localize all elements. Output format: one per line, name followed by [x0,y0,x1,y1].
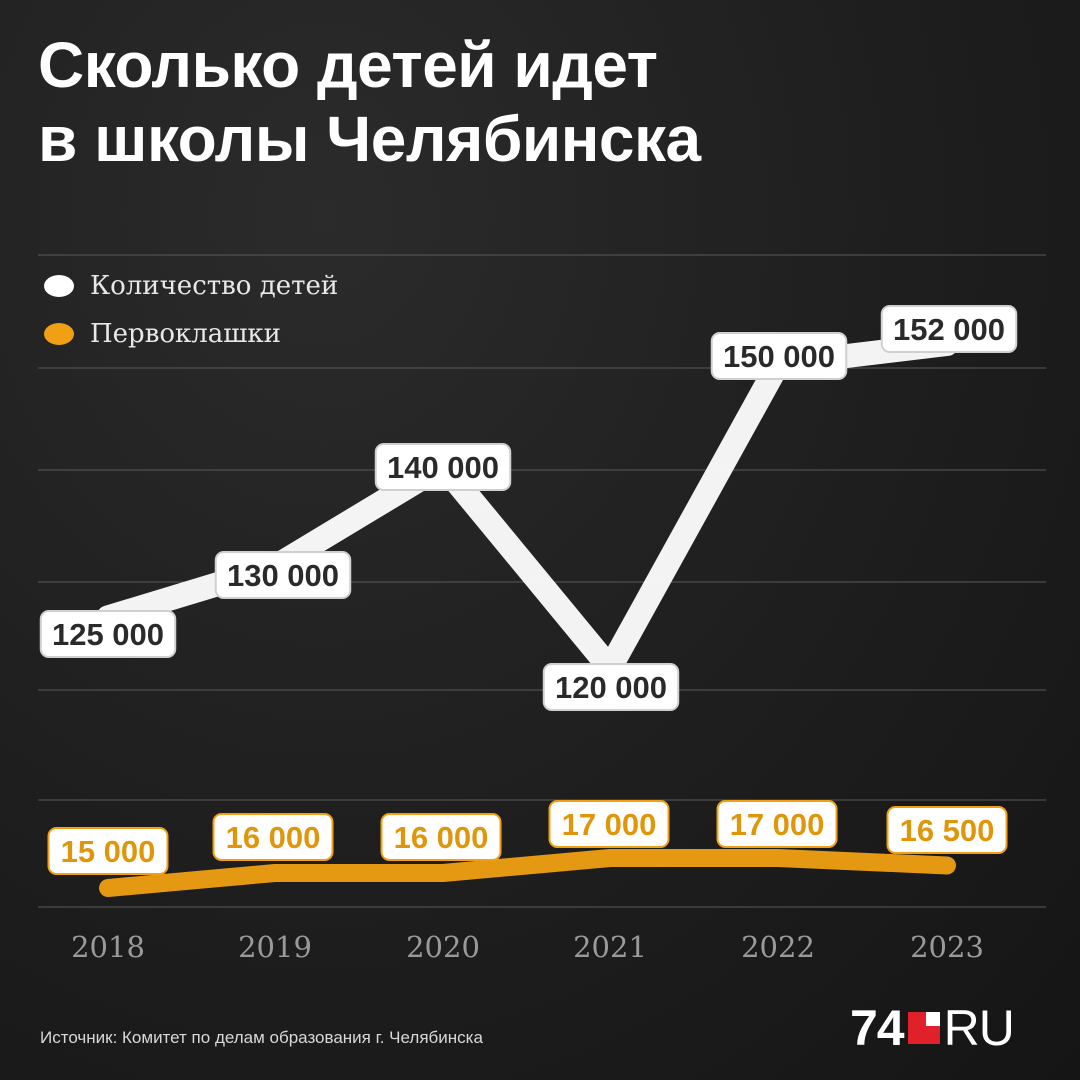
data-label-firstgraders: 17 000 [716,800,838,848]
data-label-firstgraders-box [380,813,502,861]
data-labels: 125 000 130 000 140 000 120 000 150 000 152 0… [39,305,1018,875]
x-axis-ticks: 2018 2019 2020 2021 2022 2023 [71,930,984,964]
data-label-firstgraders-text: 16 000 [226,820,321,855]
x-tick-label: 2019 [238,930,312,964]
data-label-total-box [880,305,1018,353]
data-label-total-text: 125 000 [52,617,164,652]
data-label-firstgraders-text: 15 000 [61,834,156,869]
source-note: Источник: Комитет по делам образования г… [40,1028,483,1047]
data-label-total-box [39,610,177,658]
data-label-firstgraders-box [47,827,169,875]
x-tick-label: 2021 [573,930,647,964]
legend-item-firstgraders: Первоклашки [44,310,338,358]
data-label-firstgraders-text: 16 500 [900,813,995,848]
data-label-firstgraders: 16 000 [380,813,502,861]
data-label-total: 152 000 [880,305,1018,353]
data-label-total-box [542,663,680,711]
data-label-total-box [374,443,512,491]
data-label-firstgraders: 17 000 [548,800,670,848]
logo-suffix: RU [943,1000,1015,1056]
series-line-total [96,332,959,680]
logo-74ru: 74 RU [850,1000,1015,1056]
x-tick-label: 2022 [741,930,815,964]
data-label-firstgraders-text: 16 000 [394,820,489,855]
chart-title: Сколько детей идет в школы Челябинска [38,28,1038,176]
legend-label-firstgraders: Первоклашки [90,319,282,349]
legend-swatch-total [44,275,74,297]
data-label-firstgraders: 16 500 [886,806,1008,854]
data-label-total-text: 150 000 [723,339,835,374]
data-label-total-box [710,332,848,380]
data-label-total-text: 152 000 [893,312,1005,347]
data-label-total-box [214,551,352,599]
data-label-firstgraders-box [548,800,670,848]
data-label-firstgraders-text: 17 000 [562,807,657,842]
data-label-total: 125 000 [39,610,177,658]
data-label-total-text: 130 000 [227,558,339,593]
data-label-total: 150 000 [710,332,848,380]
data-label-total-text: 120 000 [555,670,667,705]
legend-label-total: Количество детей [90,271,339,301]
logo-mark-icon [907,1012,940,1044]
data-label-total-text: 140 000 [387,450,499,485]
title-line-1: Сколько детей идет [38,29,658,101]
data-label-firstgraders-box [886,806,1008,854]
title-line-2: в школы Челябинска [38,103,701,175]
logo-number: 74 [850,1000,905,1056]
data-label-total: 130 000 [214,551,352,599]
legend-item-total: Количество детей [44,262,338,310]
series-line-firstgraders [99,849,956,897]
data-label-total: 140 000 [374,443,512,491]
legend: Количество детей Первоклашки [44,262,338,358]
data-label-total: 120 000 [542,663,680,711]
data-label-firstgraders-box [716,800,838,848]
data-label-firstgraders-box [212,813,334,861]
x-tick-label: 2023 [910,930,984,964]
legend-swatch-firstgraders [44,323,74,345]
data-label-firstgraders: 15 000 [47,827,169,875]
x-tick-label: 2020 [406,930,480,964]
data-label-firstgraders-text: 17 000 [730,807,825,842]
data-label-firstgraders: 16 000 [212,813,334,861]
x-tick-label: 2018 [71,930,145,964]
